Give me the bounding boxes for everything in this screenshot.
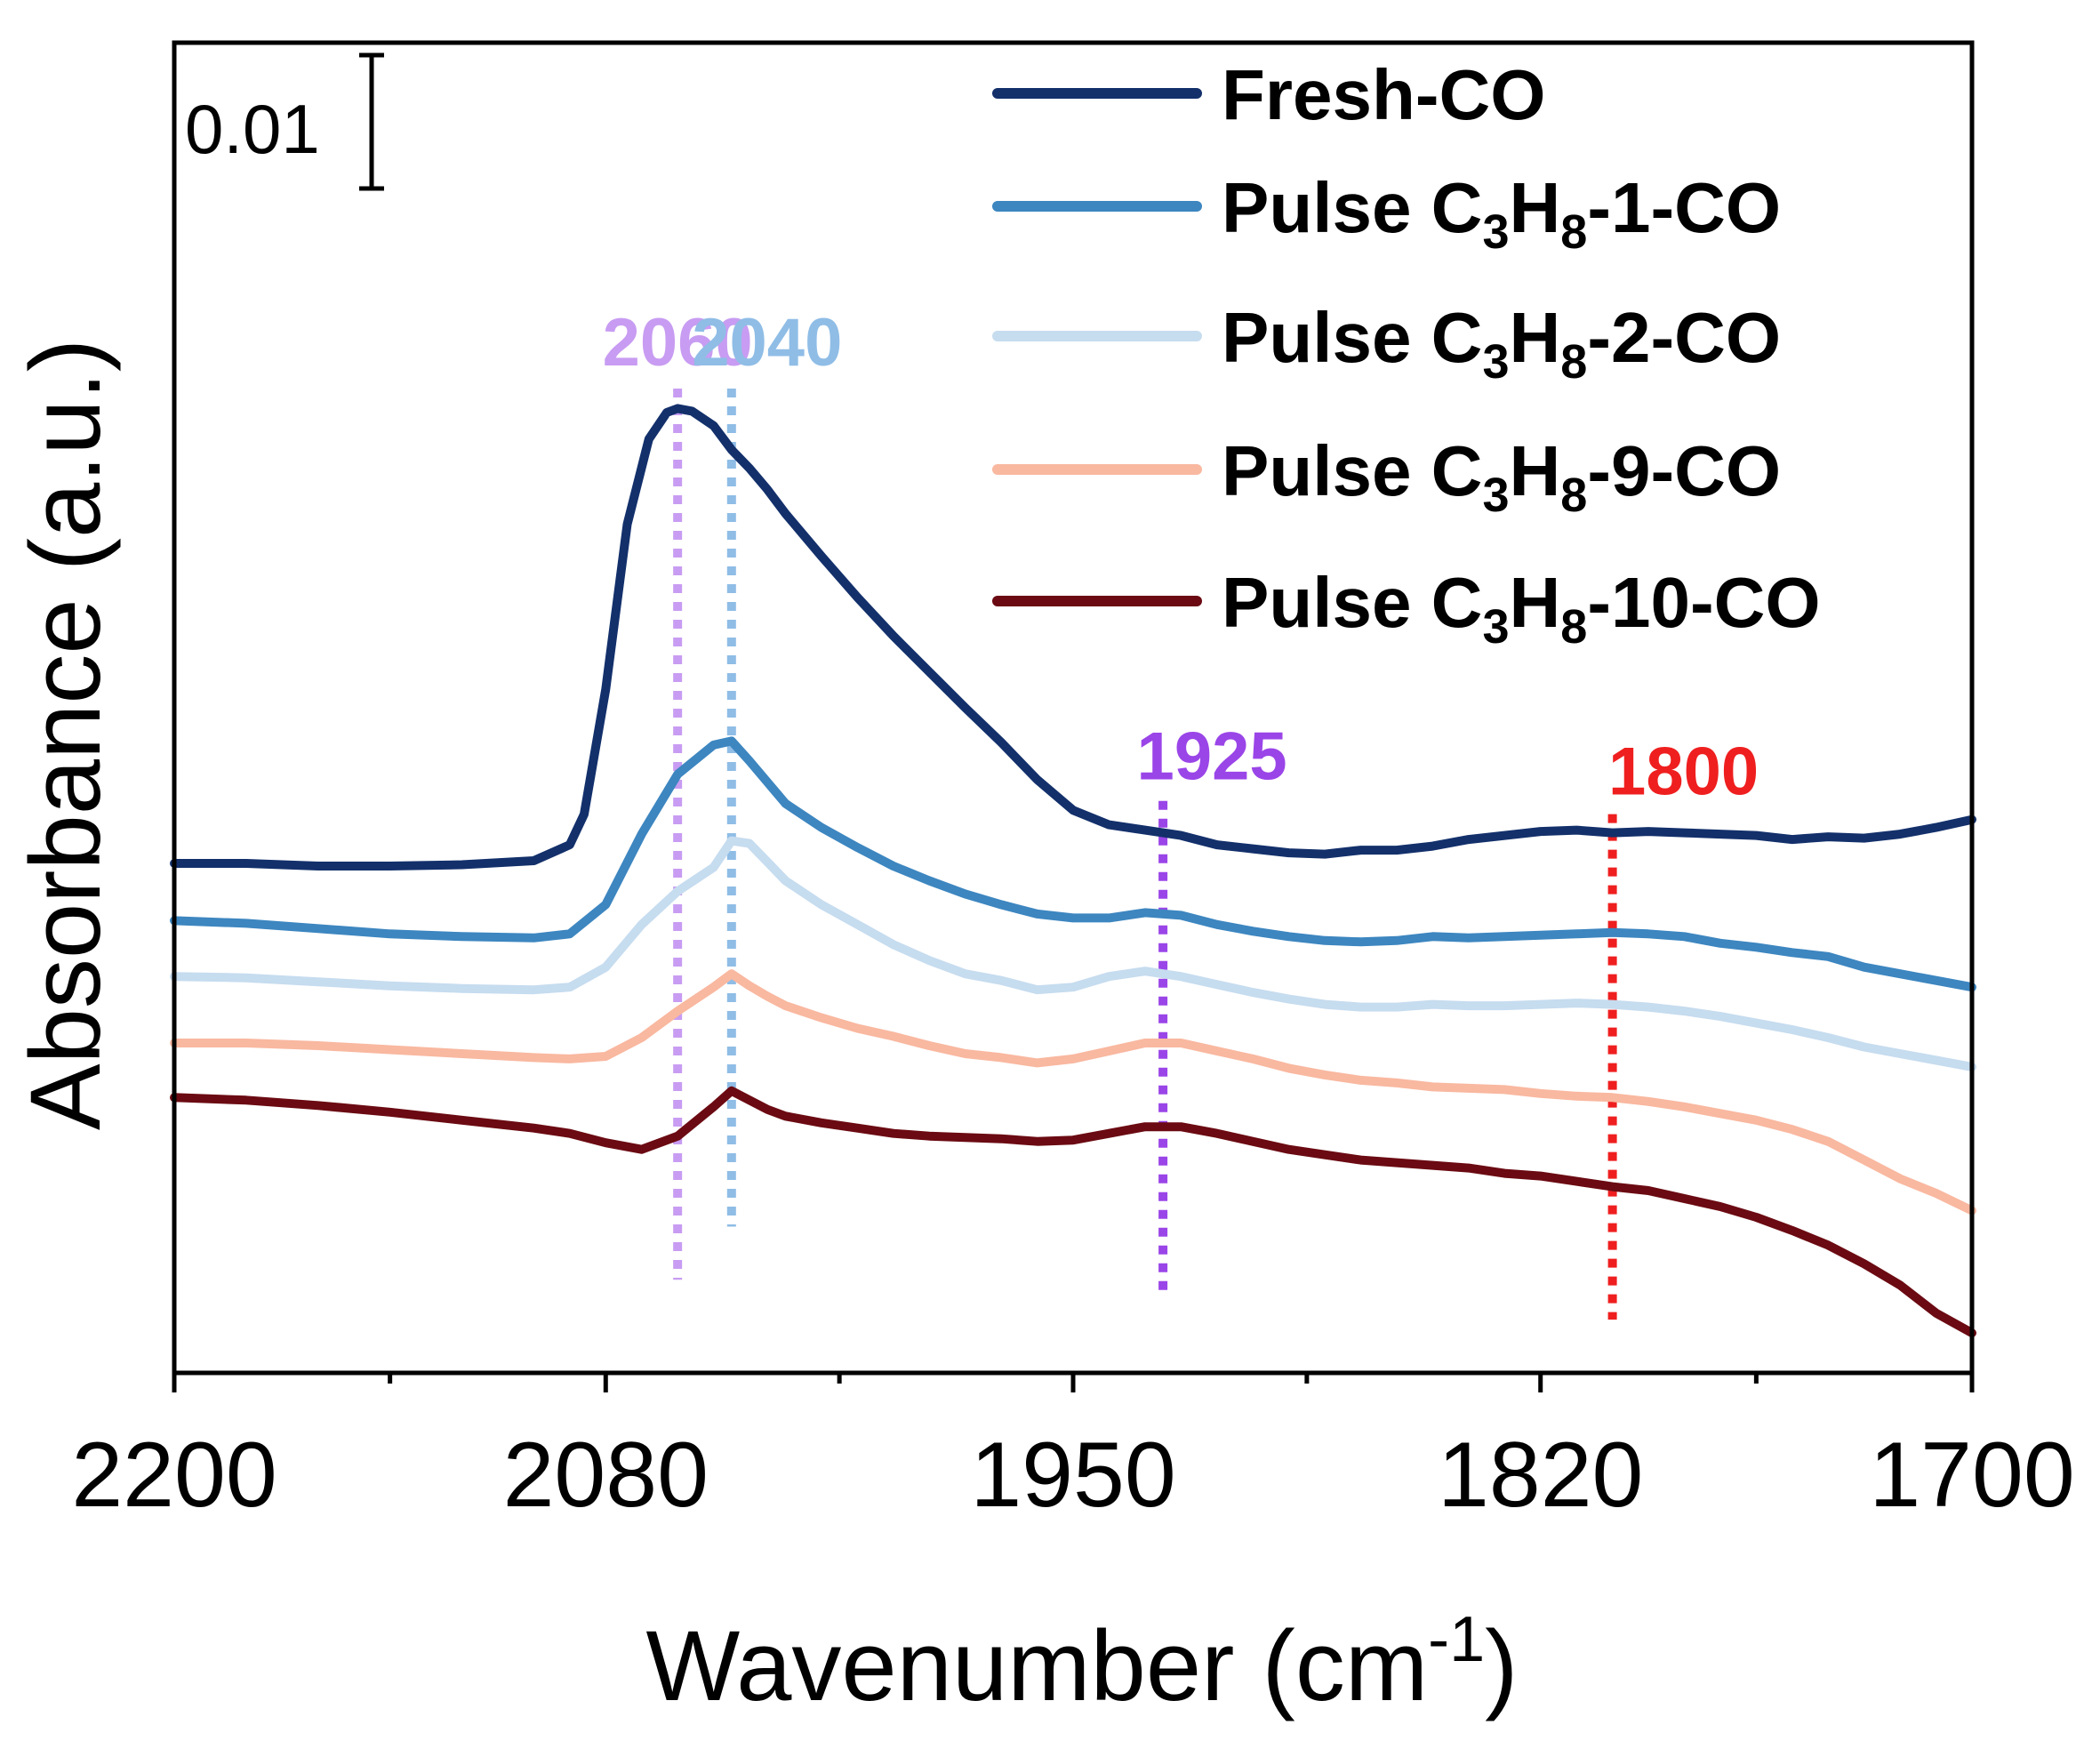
x-axis-label: Wavenumber (cm-1) xyxy=(646,1604,1519,1721)
x-tick-label-1820: 1820 xyxy=(1438,1424,1643,1527)
legend-text: Fresh-CO xyxy=(1222,55,1546,134)
legend-text: Pulse C xyxy=(1222,563,1482,642)
scale-bar-label: 0.01 xyxy=(185,90,320,168)
x-axis-label-sup: -1 xyxy=(1428,1604,1485,1675)
series-line-4 xyxy=(170,969,1976,1215)
legend-subscript: 8 xyxy=(1560,205,1587,259)
series-line-3 xyxy=(170,836,1976,1071)
x-tick-label-2080: 2080 xyxy=(503,1424,709,1527)
legend-subscript: 3 xyxy=(1482,335,1509,389)
legend-label-1: Fresh-CO xyxy=(1222,55,1546,134)
legend-text: H xyxy=(1509,431,1560,510)
legend-subscript: 3 xyxy=(1482,600,1509,654)
legend-text: H xyxy=(1509,298,1560,377)
legend-label-3: Pulse C3H8-2-CO xyxy=(1222,298,1781,389)
scale-bar: 0.01 xyxy=(185,52,384,191)
x-axis-ticks: 2200 2080 1950 1820 1700 xyxy=(71,1373,2075,1527)
x-axis-label-main: Wavenumber (cm xyxy=(646,1610,1429,1721)
legend-label-2: Pulse C3H8-1-CO xyxy=(1222,168,1781,259)
peak-label-1925: 1925 xyxy=(1137,719,1287,795)
legend-subscript: 3 xyxy=(1482,205,1509,259)
legend-text: -2-CO xyxy=(1587,298,1781,377)
legend-text: -9-CO xyxy=(1587,431,1781,510)
legend-subscript: 8 xyxy=(1560,469,1587,522)
x-tick-label-2200: 2200 xyxy=(71,1424,277,1527)
legend-text: -10-CO xyxy=(1587,563,1820,642)
peak-label-2040: 2040 xyxy=(692,305,842,381)
legend-label-4: Pulse C3H8-9-CO xyxy=(1222,431,1781,522)
legend-text: H xyxy=(1509,168,1560,247)
y-axis-label: Absorbance (a.u.) xyxy=(10,339,121,1130)
series-lines xyxy=(170,404,1976,1338)
series-line-1 xyxy=(170,404,1976,870)
series-line-5 xyxy=(170,1086,1976,1338)
x-axis-label-close: ) xyxy=(1485,1610,1518,1721)
legend-subscript: 8 xyxy=(1560,600,1587,654)
x-tick-label-1700: 1700 xyxy=(1869,1424,2074,1527)
legend-label-5: Pulse C3H8-10-CO xyxy=(1222,563,1821,654)
x-tick-label-1950: 1950 xyxy=(970,1424,1175,1527)
legend-text: Pulse C xyxy=(1222,298,1482,377)
legend-subscript: 3 xyxy=(1482,469,1509,522)
peak-label-1800: 1800 xyxy=(1608,734,1759,810)
legend-text: H xyxy=(1509,563,1560,642)
peak-label-2060: 2060 xyxy=(603,305,753,381)
legend-subscript: 8 xyxy=(1560,335,1587,389)
legend-text: -1-CO xyxy=(1587,168,1781,247)
legend-text: Pulse C xyxy=(1222,431,1482,510)
series-line-2 xyxy=(170,736,1976,992)
legend-text: Pulse C xyxy=(1222,168,1482,247)
